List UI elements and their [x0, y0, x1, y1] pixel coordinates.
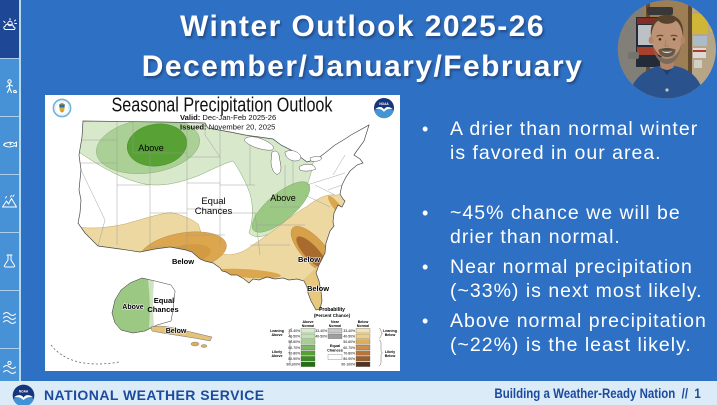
svg-text:Equal: Equal [154, 296, 174, 305]
svg-text:Likely: Likely [385, 350, 395, 354]
svg-text:Probability: Probability [319, 307, 345, 313]
svg-text:70-80%: 70-80% [343, 351, 355, 355]
svg-text:Issued: November 20, 2025: Issued: November 20, 2025 [180, 123, 275, 132]
svg-text:NOAA: NOAA [18, 390, 28, 394]
svg-text:40-50%: 40-50% [315, 335, 327, 339]
svg-text:Below: Below [307, 284, 329, 293]
svg-text:50-60%: 50-60% [288, 340, 300, 344]
svg-text:Chances: Chances [327, 349, 343, 353]
svg-text:Above: Above [270, 193, 296, 203]
svg-text:90-100%: 90-100% [286, 363, 300, 367]
svg-text:Below: Below [298, 255, 320, 264]
svg-text:Likely: Likely [272, 350, 282, 354]
svg-text:33-40%: 33-40% [343, 329, 355, 333]
svg-text:NOAA: NOAA [379, 102, 389, 106]
svg-text:80-90%: 80-90% [343, 357, 355, 361]
svg-text:Above: Above [272, 333, 283, 337]
svg-text:Above: Above [122, 304, 144, 311]
svg-text:Equal: Equal [330, 344, 340, 348]
svg-text:Leaning: Leaning [270, 329, 284, 333]
svg-text:40-50%: 40-50% [288, 335, 300, 339]
svg-text:Chances: Chances [147, 305, 178, 314]
svg-text:60-70%: 60-70% [343, 346, 355, 350]
svg-text:Chances: Chances [195, 206, 233, 217]
svg-text:70-80%: 70-80% [288, 351, 300, 355]
svg-text:Below: Below [385, 354, 396, 358]
svg-text:Above: Above [303, 320, 314, 324]
svg-text:Normal: Normal [302, 324, 314, 328]
svg-text:80-90%: 80-90% [288, 357, 300, 361]
svg-text:Below: Below [166, 328, 187, 335]
svg-text:Above: Above [138, 143, 164, 153]
svg-text:33-40%: 33-40% [315, 329, 327, 333]
svg-text:Near: Near [331, 320, 340, 324]
svg-text:60-70%: 60-70% [288, 346, 300, 350]
svg-text:Leaning: Leaning [383, 329, 397, 333]
svg-text:Valid: Dec-Jan-Feb 2025-26: Valid: Dec-Jan-Feb 2025-26 [180, 113, 276, 122]
svg-text:(Percent Chance): (Percent Chance) [314, 313, 351, 318]
svg-text:Above: Above [272, 354, 283, 358]
svg-text:40-50%: 40-50% [343, 335, 355, 339]
svg-text:Below: Below [385, 333, 396, 337]
svg-text:Seasonal Precipitation Outlook: Seasonal Precipitation Outlook [112, 95, 334, 117]
svg-text:Below: Below [358, 320, 369, 324]
svg-text:Normal: Normal [329, 324, 341, 328]
svg-text:50-60%: 50-60% [343, 340, 355, 344]
svg-text:33-40%: 33-40% [288, 329, 300, 333]
svg-text:90-100%: 90-100% [341, 363, 355, 367]
svg-text:Normal: Normal [357, 324, 369, 328]
svg-text:Equal: Equal [201, 196, 225, 207]
svg-text:Below: Below [172, 257, 194, 266]
